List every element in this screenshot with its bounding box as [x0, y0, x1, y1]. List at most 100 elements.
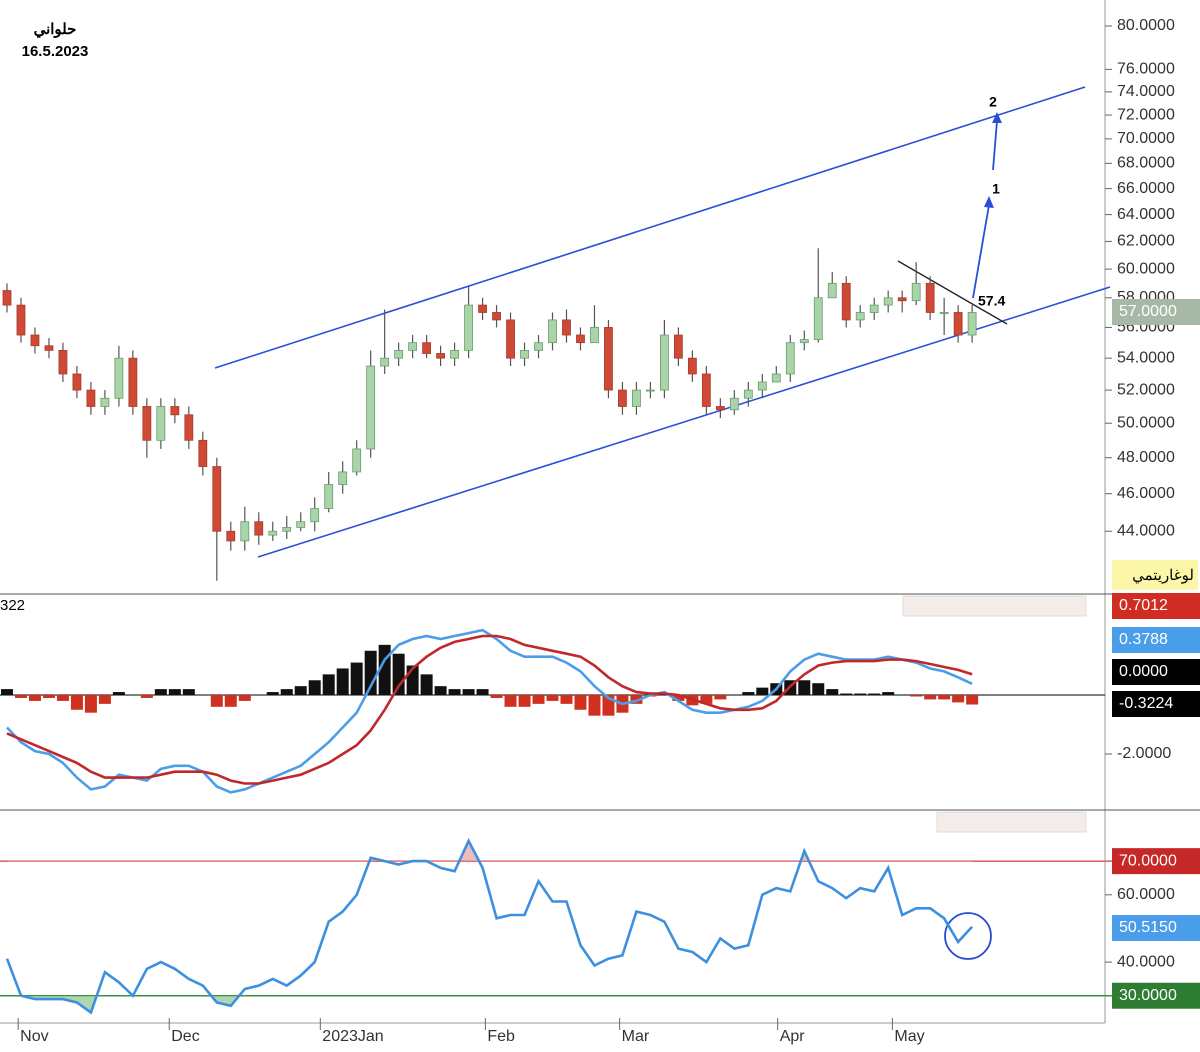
annotation: 2 [989, 94, 997, 110]
candle-body [911, 282, 921, 302]
y-tick-label: 60.0000 [1117, 260, 1175, 277]
histogram-bar [42, 695, 55, 698]
candle-body [492, 312, 501, 321]
candle-body [408, 342, 418, 351]
histogram-bar [308, 680, 321, 696]
candle-body [646, 389, 655, 392]
histogram-bar [280, 689, 293, 696]
candle-body [869, 304, 879, 313]
histogram-bar [224, 695, 237, 707]
histogram-bar [336, 668, 349, 696]
histogram-bar [966, 695, 979, 705]
indicator-line [6, 628, 973, 794]
x-tick-label: May [894, 1028, 924, 1045]
indicator-line [6, 634, 973, 785]
candle-body [743, 389, 753, 399]
candle-body [156, 406, 166, 441]
readout-label: 0.3788 [1119, 631, 1168, 648]
channel-upper [214, 86, 1086, 369]
histogram-bar [910, 695, 923, 697]
y-tick-label: -2.0000 [1117, 745, 1171, 762]
candle-body [464, 304, 473, 351]
readout-box [1112, 691, 1200, 717]
candle-body [827, 282, 837, 299]
readout-label: 0.0000 [1119, 663, 1168, 680]
candle-body [478, 304, 487, 313]
histogram-bar [854, 693, 867, 696]
histogram-bar [840, 693, 853, 696]
candle-body [632, 389, 641, 407]
histogram-bar [560, 695, 573, 704]
indicator-label: 322 [0, 597, 25, 614]
panel-toolbar[interactable] [902, 595, 1087, 617]
histogram-bar [588, 695, 601, 716]
y-tick-label: 44.0000 [1117, 522, 1175, 539]
level-fill [22, 996, 239, 1013]
candle-body [310, 508, 320, 523]
histogram-bar [490, 695, 503, 698]
candle-body [114, 357, 124, 399]
candle-body [687, 357, 697, 375]
x-tick-label: Feb [487, 1028, 515, 1045]
histogram-bar [112, 692, 125, 696]
candle-body [841, 282, 851, 321]
histogram-bar [350, 662, 363, 696]
readout-label: -0.3224 [1119, 695, 1173, 712]
histogram-bar [420, 674, 433, 696]
candle-body [16, 304, 26, 336]
panel-toolbar[interactable] [936, 811, 1087, 833]
histogram-bar [322, 674, 335, 696]
histogram-bar [462, 689, 475, 696]
candle-body [226, 530, 236, 542]
histogram-bar [14, 695, 27, 698]
x-tick-label: Apr [780, 1028, 806, 1045]
histogram-bar [70, 695, 83, 710]
histogram-bar [826, 689, 839, 696]
level-box [1112, 982, 1200, 1009]
rsi-line [5, 837, 974, 1015]
candle-body [44, 345, 54, 351]
candle-body [618, 389, 627, 407]
scale-label: لوغاريتمي [1132, 567, 1194, 584]
histogram-bar [168, 689, 181, 696]
histogram-bar [574, 695, 587, 710]
histogram-bar [504, 695, 517, 707]
candle-body [604, 327, 613, 391]
candle-body [72, 373, 82, 391]
candle-body [128, 357, 138, 407]
readout-label: 50.5150 [1119, 919, 1177, 936]
histogram-bar [532, 695, 545, 704]
candle-body [352, 448, 362, 473]
candle-body [2, 290, 12, 306]
candle-body [394, 349, 404, 359]
candle-body [58, 349, 68, 375]
y-tick-label: 40.0000 [1117, 953, 1175, 970]
histogram-bar [672, 695, 685, 701]
y-tick-label: 66.0000 [1117, 180, 1175, 197]
y-tick-label: 62.0000 [1117, 233, 1175, 250]
candle-body [338, 471, 348, 485]
candle-body [967, 312, 977, 336]
target-arrow [972, 204, 990, 299]
histogram-bar [56, 695, 69, 701]
candle-body [30, 334, 40, 347]
candle-body [799, 339, 809, 344]
candle-body [506, 319, 515, 359]
candle-body [422, 342, 432, 354]
candle-body [813, 297, 823, 341]
x-tick-label: Dec [171, 1028, 199, 1045]
readout-box [1112, 627, 1200, 653]
candle-body [939, 312, 949, 314]
candle-body [436, 353, 446, 359]
candle-body [562, 319, 571, 336]
candle-body [520, 349, 529, 359]
histogram-bar [448, 689, 461, 696]
y-tick-label: 60.0000 [1117, 886, 1175, 903]
candle-body [100, 397, 110, 407]
highlight-circle [944, 912, 992, 960]
candle-body [925, 282, 935, 313]
candle-body [240, 521, 250, 542]
x-tick-label: 2023Jan [322, 1028, 383, 1045]
